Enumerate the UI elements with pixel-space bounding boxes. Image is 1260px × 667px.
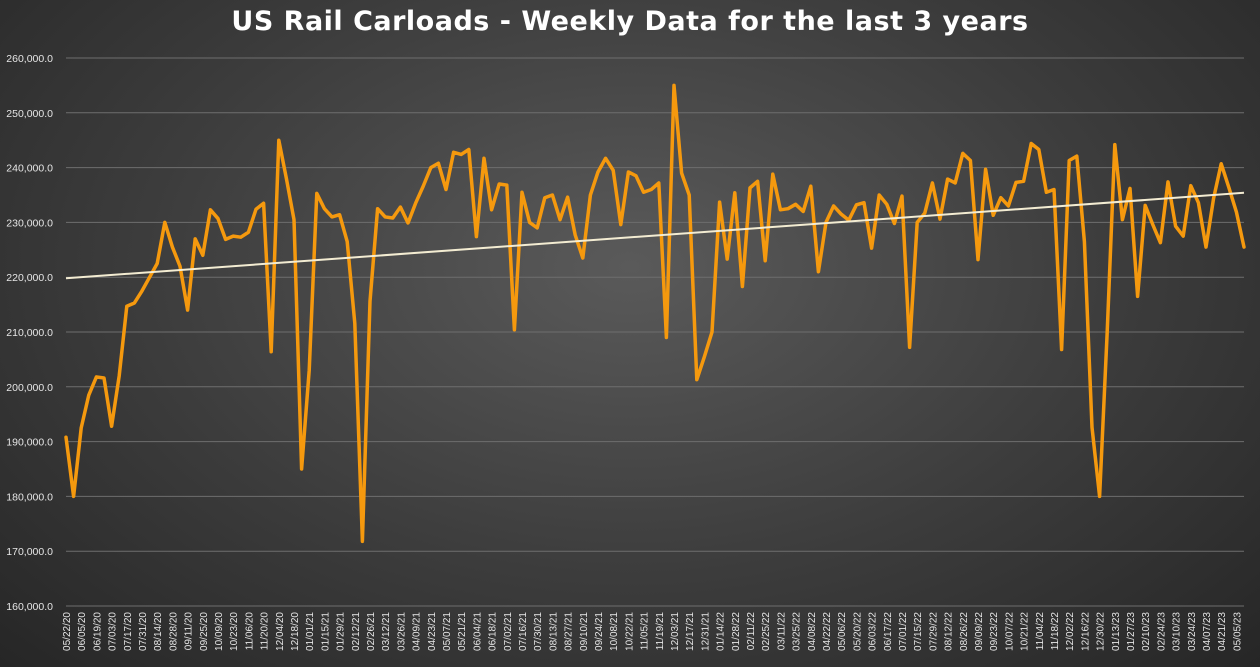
- y-tick-label: 160,000.0: [6, 601, 53, 613]
- x-tick-label: 06/05/20: [77, 612, 88, 651]
- x-tick-label: 01/13/23: [1111, 612, 1122, 651]
- series-lines: [64, 83, 1246, 544]
- x-tick-label: 12/17/21: [685, 612, 696, 651]
- x-tick-label: 07/30/21: [533, 612, 544, 651]
- x-tick-label: 06/17/22: [883, 612, 894, 651]
- y-tick-label: 200,000.0: [6, 382, 53, 394]
- x-tick-label: 09/10/21: [579, 612, 590, 651]
- x-tick-label: 09/23/22: [989, 612, 1000, 651]
- series-line-carloads: [64, 83, 1246, 544]
- x-tick-label: 05/05/23: [1232, 612, 1243, 651]
- x-tick-label: 03/26/21: [396, 612, 407, 651]
- x-tick-label: 06/19/20: [92, 612, 103, 651]
- x-tick-label: 10/23/20: [229, 612, 240, 651]
- gridlines: [66, 57, 1244, 607]
- x-tick-label: 08/14/20: [153, 612, 164, 651]
- x-tick-label: 08/12/22: [944, 612, 955, 651]
- x-tick-label: 09/24/21: [594, 612, 605, 651]
- x-tick-label: 02/10/23: [1141, 612, 1152, 651]
- x-tick-label: 06/18/21: [488, 612, 499, 651]
- x-tick-label: 12/04/20: [275, 612, 286, 651]
- x-tick-label: 11/20/20: [260, 612, 271, 651]
- y-tick-label: 180,000.0: [6, 491, 53, 503]
- y-tick-label: 210,000.0: [6, 327, 53, 339]
- y-tick-label: 240,000.0: [6, 163, 53, 175]
- x-tick-label: 08/27/21: [564, 612, 575, 651]
- x-tick-label: 04/23/21: [427, 612, 438, 651]
- x-tick-label: 01/28/22: [731, 612, 742, 651]
- x-tick-label: 01/15/21: [320, 612, 331, 651]
- x-tick-label: 12/02/22: [1065, 612, 1076, 651]
- x-tick-label: 12/18/20: [290, 612, 301, 651]
- x-tick-label: 11/19/21: [655, 612, 666, 651]
- x-tick-label: 07/02/21: [503, 612, 514, 651]
- x-tick-label: 11/05/21: [640, 612, 651, 651]
- x-tick-label: 07/31/20: [138, 612, 149, 651]
- x-tick-label: 02/25/22: [761, 612, 772, 651]
- x-tick-label: 09/11/20: [184, 612, 195, 651]
- x-tick-label: 03/11/22: [776, 612, 787, 651]
- x-tick-label: 02/12/21: [351, 612, 362, 651]
- x-tick-label: 10/21/22: [1020, 612, 1031, 651]
- chart-title: US Rail Carloads - Weekly Data for the l…: [231, 6, 1029, 37]
- x-tick-label: 06/03/22: [868, 612, 879, 651]
- x-tick-label: 06/04/21: [472, 612, 483, 651]
- x-tick-label: 03/12/21: [381, 612, 392, 651]
- x-tick-label: 03/24/23: [1187, 612, 1198, 651]
- x-tick-label: 02/24/23: [1156, 612, 1167, 651]
- x-tick-label: 11/06/20: [244, 612, 255, 651]
- x-tick-label: 04/09/21: [412, 612, 423, 651]
- x-tick-label: 07/29/22: [928, 612, 939, 651]
- x-tick-label: 12/16/22: [1080, 612, 1091, 651]
- x-tick-label: 01/01/21: [305, 612, 316, 651]
- x-tick-label: 05/06/22: [837, 612, 848, 651]
- x-tick-label: 03/10/23: [1172, 612, 1183, 651]
- y-tick-label: 190,000.0: [6, 437, 53, 449]
- x-tick-label: 10/07/22: [1004, 612, 1015, 651]
- y-tick-label: 230,000.0: [6, 217, 53, 229]
- x-tick-label: 05/22/20: [62, 612, 73, 651]
- x-tick-label: 07/15/22: [913, 612, 924, 651]
- y-tick-label: 260,000.0: [6, 53, 53, 65]
- x-tick-label: 04/22/22: [822, 612, 833, 651]
- x-tick-label: 12/03/21: [670, 612, 681, 651]
- x-tick-label: 10/09/20: [214, 612, 225, 651]
- y-tick-label: 250,000.0: [6, 108, 53, 120]
- x-axis-tick-labels: 05/22/20 06/05/20 06/19/20 07/03/20 07/17/20…: [62, 612, 1243, 651]
- x-tick-label: 12/31/21: [700, 612, 711, 651]
- x-tick-label: 01/14/22: [716, 612, 727, 651]
- x-tick-label: 02/26/21: [366, 612, 377, 651]
- x-tick-label: 02/11/22: [746, 612, 757, 651]
- series-line-trend: [65, 191, 1245, 280]
- x-tick-label: 05/07/21: [442, 612, 453, 651]
- x-tick-label: 04/08/22: [807, 612, 818, 651]
- x-tick-label: 07/03/20: [108, 612, 119, 651]
- x-tick-label: 09/09/22: [974, 612, 985, 651]
- x-tick-label: 12/30/22: [1096, 612, 1107, 651]
- y-axis-tick-labels: 160,000.0 170,000.0 180,000.0 190,000.0 200,…: [6, 53, 53, 613]
- x-tick-label: 10/22/21: [624, 612, 635, 651]
- x-tick-label: 07/17/20: [123, 612, 134, 651]
- y-tick-label: 220,000.0: [6, 272, 53, 284]
- x-tick-label: 08/13/21: [548, 612, 559, 651]
- x-tick-label: 08/26/22: [959, 612, 970, 651]
- x-tick-label: 07/01/22: [898, 612, 909, 651]
- x-tick-label: 04/21/23: [1217, 612, 1228, 651]
- x-tick-label: 05/20/22: [852, 612, 863, 651]
- x-tick-label: 10/08/21: [609, 612, 620, 651]
- x-tick-label: 05/21/21: [457, 612, 468, 651]
- x-tick-label: 03/25/22: [792, 612, 803, 651]
- x-tick-label: 08/28/20: [168, 612, 179, 651]
- y-tick-label: 170,000.0: [6, 546, 53, 558]
- x-tick-label: 01/27/23: [1126, 612, 1137, 651]
- x-tick-label: 04/07/23: [1202, 612, 1213, 651]
- x-tick-label: 09/25/20: [199, 612, 210, 651]
- x-tick-label: 07/16/21: [518, 612, 529, 651]
- x-tick-label: 11/04/22: [1035, 612, 1046, 651]
- x-tick-label: 01/29/21: [336, 612, 347, 651]
- x-tick-label: 11/18/22: [1050, 612, 1061, 651]
